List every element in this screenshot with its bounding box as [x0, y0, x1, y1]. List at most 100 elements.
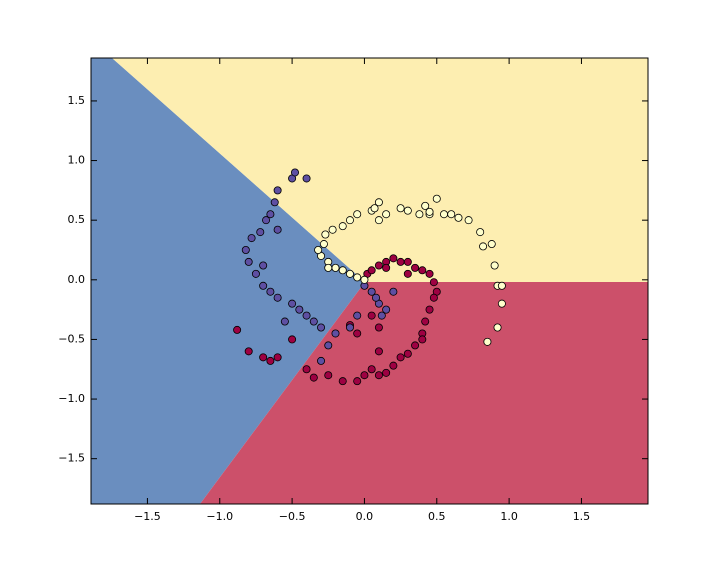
y-tick-label: −1.0	[58, 392, 85, 405]
point	[280, 317, 289, 326]
point	[396, 257, 405, 266]
point	[321, 230, 330, 239]
point	[273, 186, 282, 195]
point	[411, 263, 420, 272]
point	[247, 234, 256, 243]
point	[432, 194, 441, 203]
point	[454, 213, 463, 222]
point	[374, 198, 383, 207]
point	[396, 353, 405, 362]
point	[266, 287, 275, 296]
x-tick-label: 1.5	[573, 510, 591, 523]
point	[360, 275, 369, 284]
point	[490, 261, 499, 270]
point	[425, 207, 434, 216]
point	[374, 347, 383, 356]
point	[447, 210, 456, 219]
y-tick-label: 0.0	[68, 273, 86, 286]
point	[367, 287, 376, 296]
point	[353, 329, 362, 338]
points	[233, 168, 506, 386]
point	[317, 356, 326, 365]
point	[319, 240, 328, 249]
region-blue	[91, 58, 365, 504]
region-red	[200, 282, 648, 504]
x-tick-label: −1.0	[206, 510, 233, 523]
point	[262, 216, 271, 225]
point	[425, 305, 434, 314]
point	[345, 216, 354, 225]
point	[244, 257, 253, 266]
point	[331, 329, 340, 338]
point	[411, 341, 420, 350]
point	[389, 287, 398, 296]
point	[403, 206, 412, 215]
point	[418, 335, 427, 344]
point	[497, 281, 506, 290]
point	[479, 242, 488, 251]
point	[389, 254, 398, 263]
y-tick-label: 1.5	[68, 94, 86, 107]
point	[266, 210, 275, 219]
x-tick-label: −0.5	[279, 510, 306, 523]
point	[270, 198, 279, 207]
point	[288, 335, 297, 344]
point	[476, 228, 485, 237]
point	[425, 269, 434, 278]
point	[367, 365, 376, 374]
point	[464, 216, 473, 225]
point	[374, 261, 383, 270]
point	[309, 317, 318, 326]
point	[415, 210, 424, 219]
y-tick-label: −0.5	[58, 332, 85, 345]
point	[377, 311, 386, 320]
point	[497, 299, 506, 308]
point	[374, 371, 383, 380]
point	[302, 365, 311, 374]
point	[273, 353, 282, 362]
x-tick-label: −1.5	[134, 510, 161, 523]
y-tick-label: 1.0	[68, 154, 86, 167]
y-tick-label: −1.5	[58, 452, 85, 465]
point	[367, 311, 376, 320]
point	[353, 273, 362, 282]
point	[493, 323, 502, 332]
point	[302, 174, 311, 183]
point	[360, 371, 369, 380]
point	[328, 225, 337, 234]
point	[331, 263, 340, 272]
point	[382, 263, 391, 272]
point	[403, 349, 412, 358]
point	[302, 311, 311, 320]
point	[421, 317, 430, 326]
region-yellow	[112, 58, 648, 282]
point	[372, 293, 381, 302]
point	[244, 347, 253, 356]
point	[259, 261, 268, 270]
point	[403, 269, 412, 278]
point	[324, 341, 333, 350]
point	[324, 371, 333, 380]
point	[421, 201, 430, 210]
point	[290, 168, 299, 177]
point	[440, 210, 449, 219]
point	[396, 204, 405, 213]
x-tick-label: 1.0	[500, 510, 518, 523]
point	[370, 204, 379, 213]
point	[324, 263, 333, 272]
point	[256, 228, 265, 237]
point	[382, 368, 391, 377]
point	[273, 225, 282, 234]
point	[233, 325, 242, 334]
point	[259, 281, 268, 290]
point	[295, 305, 304, 314]
point	[314, 245, 323, 254]
point	[266, 356, 275, 365]
point	[338, 222, 347, 231]
point	[338, 266, 347, 275]
point	[389, 361, 398, 370]
point	[259, 353, 268, 362]
point	[382, 210, 391, 219]
point	[353, 377, 362, 386]
